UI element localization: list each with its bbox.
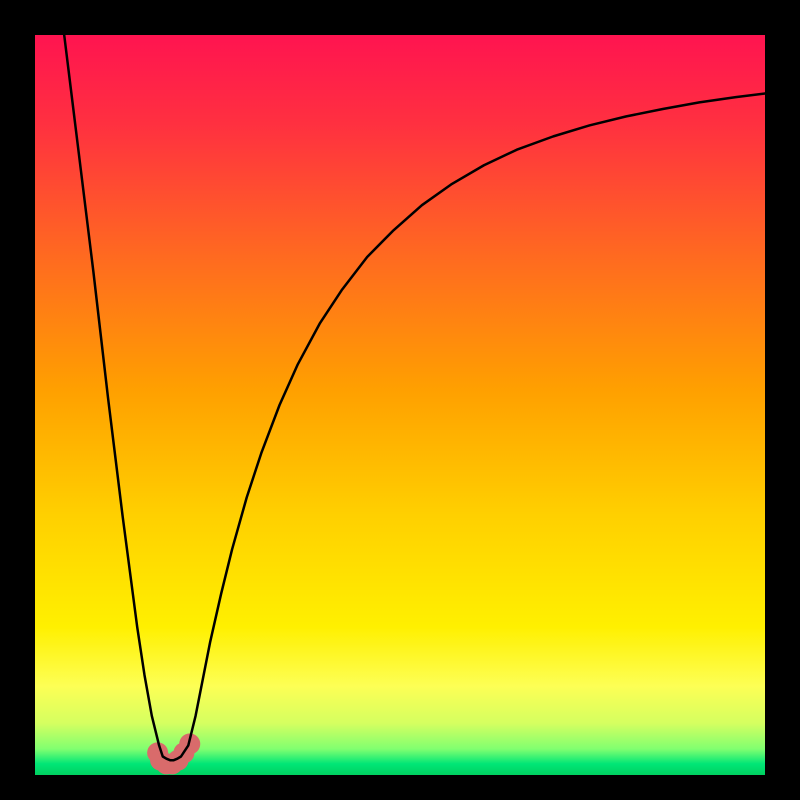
plot-background [35,35,765,775]
chart-stage: TheBottleneck.com [0,0,800,800]
bottleneck-chart [0,0,800,800]
